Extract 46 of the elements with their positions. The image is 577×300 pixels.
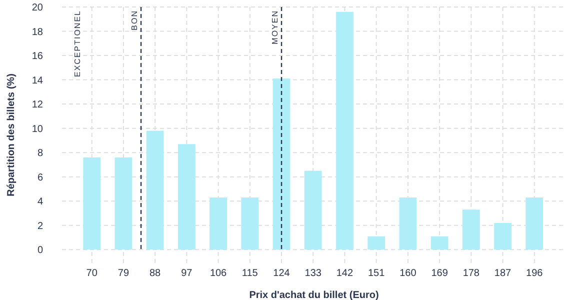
ref-line-label: BON [130,10,140,30]
y-tick-label: 0 [37,245,44,256]
bar [272,78,290,250]
bar [368,236,386,250]
y-tick-label: 18 [32,26,44,38]
bar [494,222,512,250]
bar [83,157,101,250]
x-tick-label: 169 [431,268,448,279]
bar [462,210,480,250]
x-tick-label: 196 [526,268,544,279]
x-tick-label: 133 [304,268,322,279]
bar [399,197,417,250]
x-tick-label: 160 [400,268,417,279]
x-tick-label: 151 [368,268,386,279]
x-tick-label: 106 [210,268,228,279]
x-tick-label: 88 [150,268,162,279]
y-tick-label: 8 [37,148,44,160]
annotation: EXCEPTIONEL [73,10,82,78]
y-tick-label: 2 [37,220,44,232]
x-tick-label: 187 [494,268,512,279]
ref-line-label: MOYEN [270,10,280,44]
bar [146,130,164,250]
bar [526,197,544,250]
bar [241,197,259,250]
x-tick-label: 97 [181,268,193,279]
x-tick-label: 115 [242,268,258,279]
y-tick-label: 4 [37,196,44,208]
x-axis-title: Prix d'achat du billet (Euro) [249,290,379,300]
x-tick-label: 70 [86,268,98,279]
bar [210,197,227,250]
bar [178,144,196,250]
bar [336,12,354,250]
x-tick-label: 124 [273,268,290,279]
bar [114,157,132,250]
y-tick-label: 12 [32,100,44,111]
x-tick-label: 79 [118,268,130,279]
x-tick-label: 178 [462,268,480,279]
y-tick-label: 16 [32,51,44,62]
y-tick-label: 10 [32,124,44,135]
y-tick-label: 20 [32,2,44,14]
y-tick-label: 6 [37,172,44,184]
y-tick-label: 14 [32,75,44,86]
bar [304,170,322,250]
y-axis-title: Répartition des billets (%) [6,74,17,196]
x-tick-label: 142 [336,268,354,279]
bar [430,236,448,250]
